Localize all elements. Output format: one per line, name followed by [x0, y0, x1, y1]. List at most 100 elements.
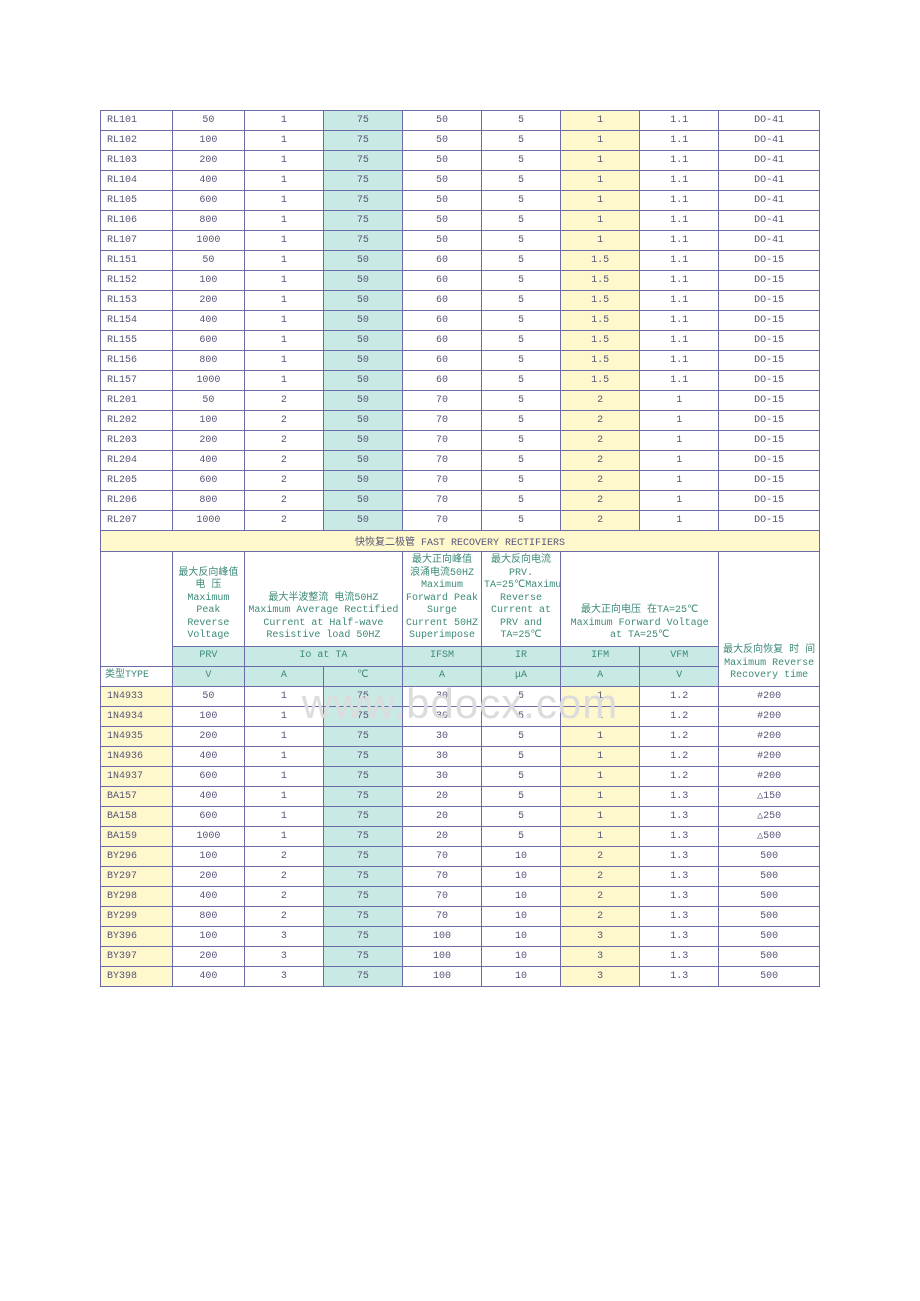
table-row: 1N493520017530511.2#200 [101, 726, 820, 746]
table-cell: DO-41 [719, 131, 820, 151]
table-cell: 3 [244, 926, 323, 946]
table-cell: 1 [561, 111, 640, 131]
table-cell: 75 [323, 926, 402, 946]
table-cell: 5 [482, 806, 561, 826]
header-unit-v: V [172, 666, 244, 686]
table-cell: DO-15 [719, 331, 820, 351]
table-cell: 5 [482, 371, 561, 391]
table-cell: 200 [172, 946, 244, 966]
table-cell: RL206 [101, 491, 173, 511]
table-row: RL1532001506051.51.1DO-15 [101, 291, 820, 311]
table-cell: 1 [244, 271, 323, 291]
table-cell: 600 [172, 806, 244, 826]
table-cell: BY297 [101, 866, 173, 886]
table-cell: RL103 [101, 151, 173, 171]
table-cell: 1.2 [640, 686, 719, 706]
table-cell: 50 [323, 511, 402, 531]
table-cell: 100 [402, 926, 481, 946]
table-cell: 5 [482, 231, 561, 251]
table-cell: 5 [482, 746, 561, 766]
table-cell: 1N4934 [101, 706, 173, 726]
table-cell: 1.1 [640, 291, 719, 311]
table-cell: 100 [172, 271, 244, 291]
table-cell: 100 [172, 411, 244, 431]
table-cell: 1 [244, 331, 323, 351]
table-cell: 30 [402, 706, 481, 726]
table-cell: 1 [244, 766, 323, 786]
table-row: 1N493760017530511.2#200 [101, 766, 820, 786]
table-cell: 5 [482, 766, 561, 786]
table-cell: 5 [482, 251, 561, 271]
table-cell: 1.5 [561, 331, 640, 351]
table-cell: 1 [561, 766, 640, 786]
table-cell: 1.1 [640, 251, 719, 271]
table-cell: 1.1 [640, 151, 719, 171]
table-cell: RL201 [101, 391, 173, 411]
header-sym-ir: IR [482, 646, 561, 666]
table-cell: 1 [640, 511, 719, 531]
table-row: RL107100017550511.1DO-41 [101, 231, 820, 251]
table-cell: 75 [323, 131, 402, 151]
table-cell: RL154 [101, 311, 173, 331]
table-cell: 1 [561, 786, 640, 806]
table-cell: #200 [719, 726, 820, 746]
table-cell: RL153 [101, 291, 173, 311]
table-row: BA15860017520511.3△250 [101, 806, 820, 826]
table-cell: DO-41 [719, 171, 820, 191]
table-cell: 75 [323, 966, 402, 986]
table-cell: DO-15 [719, 291, 820, 311]
table-cell: 5 [482, 786, 561, 806]
table-cell: 1 [561, 746, 640, 766]
table-cell: 5 [482, 491, 561, 511]
table-cell: 70 [402, 511, 481, 531]
table-cell: 2 [561, 886, 640, 906]
table-cell: DO-15 [719, 351, 820, 371]
table-cell: 50 [323, 451, 402, 471]
table-cell: 1 [244, 726, 323, 746]
table-cell: DO-15 [719, 511, 820, 531]
table-cell: 1.5 [561, 271, 640, 291]
table-cell: 75 [323, 191, 402, 211]
table-row: BY299800275701021.3500 [101, 906, 820, 926]
table-row: RL10440017550511.1DO-41 [101, 171, 820, 191]
table-cell: 10 [482, 846, 561, 866]
table-cell: 100 [172, 926, 244, 946]
table-cell: 2 [244, 471, 323, 491]
header-sym-io: Io at TA [244, 646, 402, 666]
table-cell: 400 [172, 886, 244, 906]
table-cell: 75 [323, 806, 402, 826]
table-cell: 70 [402, 471, 481, 491]
table-cell: 50 [323, 351, 402, 371]
table-cell: 1 [244, 351, 323, 371]
header-unit-a3: A [561, 666, 640, 686]
table-cell: 2 [244, 491, 323, 511]
table-cell: 50 [402, 131, 481, 151]
table-cell: 60 [402, 371, 481, 391]
table-cell: 1 [640, 491, 719, 511]
table-row: BY297200275701021.3500 [101, 866, 820, 886]
table-cell: 50 [323, 271, 402, 291]
table-cell: 1.3 [640, 966, 719, 986]
table-cell: 800 [172, 351, 244, 371]
table-cell: 10 [482, 866, 561, 886]
table-cell: 1.2 [640, 706, 719, 726]
table-cell: 1 [640, 411, 719, 431]
table-cell: 1.1 [640, 231, 719, 251]
table-cell: 5 [482, 411, 561, 431]
table-cell: BY298 [101, 886, 173, 906]
table-cell: 70 [402, 391, 481, 411]
table-cell: 2 [561, 866, 640, 886]
table-cell: 1000 [172, 371, 244, 391]
table-cell: 1.5 [561, 291, 640, 311]
table-row: BY3972003751001031.3500 [101, 946, 820, 966]
table-cell: DO-15 [719, 391, 820, 411]
table-cell: 1.1 [640, 131, 719, 151]
table-cell: 60 [402, 271, 481, 291]
table-cell: 1.3 [640, 826, 719, 846]
table-cell: 1.5 [561, 371, 640, 391]
table-cell: 600 [172, 331, 244, 351]
table-cell: 75 [323, 886, 402, 906]
table-cell: RL207 [101, 511, 173, 531]
table-cell: 5 [482, 291, 561, 311]
table-cell: 5 [482, 311, 561, 331]
